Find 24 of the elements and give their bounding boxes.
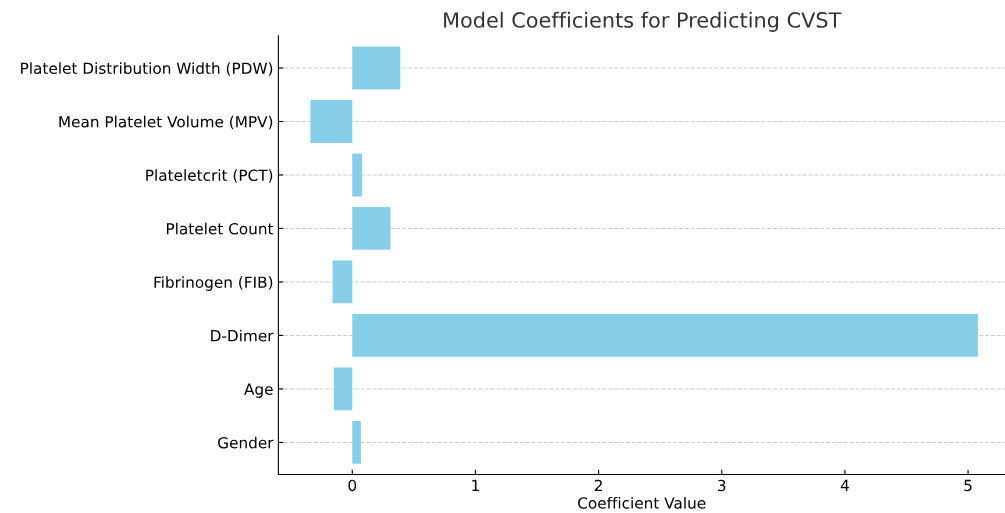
y-tick-label: Fibrinogen (FIB) — [154, 276, 273, 291]
y-tick-label: Age — [244, 383, 273, 398]
x-tick-label: 3 — [718, 479, 726, 492]
bar — [352, 46, 401, 90]
y-tick-label: Plateletcrit (PCT) — [146, 169, 273, 183]
x-tick-label: 1 — [472, 479, 479, 491]
y-tick-label: Gender — [218, 436, 274, 449]
y-tick-label: Platelet Count — [166, 222, 274, 235]
x-tick-label: 4 — [840, 479, 849, 491]
x-tick-label: 2 — [594, 479, 602, 491]
y-tick-label: Platelet Distribution Width (PDW) — [21, 62, 273, 76]
bar — [352, 207, 391, 250]
bar — [332, 260, 353, 304]
x-tick-label: 5 — [964, 479, 972, 492]
bar — [352, 421, 361, 464]
bar — [333, 367, 353, 411]
y-tick-label: Mean Platelet Volume (MPV) — [59, 115, 273, 130]
bar — [310, 100, 353, 143]
x-axis-title: Coefficient Value — [578, 496, 706, 509]
bar — [352, 314, 978, 357]
y-tick-label: D-Dimer — [211, 329, 274, 342]
chart-title: Model Coefficients for Predicting CVST — [444, 11, 842, 32]
x-tick-label: 0 — [348, 479, 357, 492]
bar — [352, 153, 363, 197]
